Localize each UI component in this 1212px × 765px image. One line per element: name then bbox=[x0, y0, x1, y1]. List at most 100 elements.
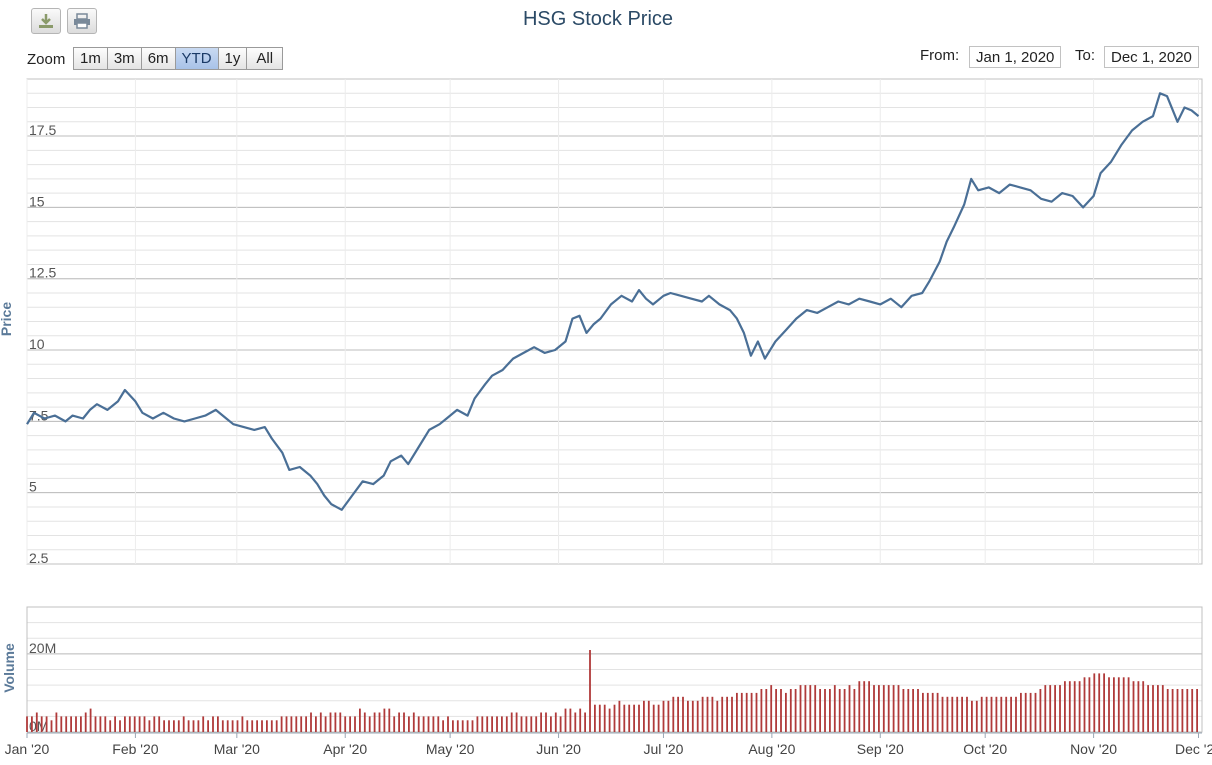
volume-bar bbox=[657, 704, 660, 732]
volume-bar bbox=[941, 696, 944, 732]
volume-bar bbox=[907, 689, 910, 732]
volume-bar bbox=[177, 720, 180, 732]
volume-bar bbox=[75, 716, 77, 732]
volume-bar bbox=[584, 712, 586, 732]
volume-bar bbox=[290, 716, 293, 732]
volume-bar bbox=[471, 720, 474, 732]
volume-bar bbox=[971, 700, 973, 733]
volume-bar bbox=[26, 716, 28, 732]
volume-bar bbox=[951, 696, 954, 732]
volume-bar bbox=[745, 692, 748, 732]
volume-bar bbox=[124, 716, 126, 732]
volume-bar bbox=[363, 712, 366, 732]
volume-bar bbox=[691, 700, 694, 733]
volume-bar bbox=[804, 685, 807, 732]
volume-bar bbox=[261, 720, 263, 732]
volume-bar bbox=[388, 708, 391, 732]
zoom-label: Zoom bbox=[27, 51, 66, 68]
volume-bar bbox=[496, 716, 498, 732]
zoom-all-button[interactable]: All bbox=[246, 47, 284, 70]
volume-bar bbox=[310, 712, 312, 732]
print-button[interactable] bbox=[67, 8, 97, 34]
volume-bar bbox=[505, 716, 508, 732]
volume-bar bbox=[119, 720, 121, 732]
volume-bar bbox=[1122, 677, 1125, 732]
volume-bar bbox=[491, 716, 493, 732]
zoom-ytd-button[interactable]: YTD bbox=[174, 47, 219, 70]
volume-bar bbox=[148, 720, 151, 732]
volume-bar bbox=[442, 720, 444, 732]
volume-bar bbox=[1171, 689, 1174, 732]
volume-bar bbox=[383, 708, 386, 732]
volume-tick-label: 0M bbox=[29, 718, 48, 734]
x-axis-label: Aug '20 bbox=[748, 741, 795, 757]
zoom-6m-button[interactable]: 6m bbox=[140, 47, 176, 70]
volume-bar bbox=[520, 716, 523, 732]
volume-bar bbox=[65, 716, 68, 732]
volume-bar bbox=[212, 716, 214, 732]
price-tick-label: 5 bbox=[29, 479, 37, 495]
volume-bar bbox=[711, 696, 714, 732]
volume-bar bbox=[667, 700, 670, 733]
volume-bar bbox=[858, 681, 861, 732]
volume-bar bbox=[902, 689, 905, 732]
zoom-1y-button[interactable]: 1y bbox=[217, 47, 248, 70]
volume-bar bbox=[80, 716, 82, 732]
volume-bar bbox=[285, 716, 288, 732]
volume-bar bbox=[633, 704, 635, 732]
volume-bar bbox=[437, 716, 440, 732]
volume-bar bbox=[677, 696, 679, 732]
volume-bar bbox=[770, 685, 773, 732]
volume-bar bbox=[1186, 689, 1189, 732]
volume-bar bbox=[187, 720, 190, 732]
volume-bar bbox=[623, 704, 626, 732]
volume-bar bbox=[334, 712, 337, 732]
volume-bar bbox=[564, 708, 567, 732]
volume-bar bbox=[682, 696, 684, 732]
zoom-buttons: 1m 3m 6m YTD 1y All bbox=[73, 47, 284, 70]
volume-bar bbox=[829, 689, 831, 732]
volume-bar bbox=[589, 650, 591, 732]
volume-bar bbox=[887, 685, 890, 732]
volume-bar bbox=[168, 720, 170, 732]
volume-bar bbox=[740, 692, 743, 732]
volume-bar bbox=[853, 689, 856, 732]
x-axis-label: Feb '20 bbox=[112, 741, 158, 757]
volume-bar bbox=[1068, 681, 1071, 732]
volume-bar bbox=[461, 720, 464, 732]
volume-bar bbox=[701, 696, 704, 732]
volume-bar bbox=[966, 696, 968, 732]
volume-bar bbox=[339, 712, 342, 732]
volume-bar bbox=[427, 716, 430, 732]
volume-bar bbox=[476, 716, 479, 732]
volume-bar bbox=[45, 716, 48, 732]
volume-bar bbox=[922, 692, 924, 732]
x-axis-label: Jul '20 bbox=[643, 741, 683, 757]
x-axis-label: Oct '20 bbox=[963, 741, 1007, 757]
volume-bar bbox=[569, 708, 572, 732]
volume-bar bbox=[1196, 689, 1198, 732]
to-date-input[interactable]: Dec 1, 2020 bbox=[1104, 46, 1199, 68]
volume-bar bbox=[995, 696, 998, 732]
volume-bar bbox=[721, 696, 724, 732]
download-button[interactable] bbox=[31, 8, 61, 34]
volume-bar bbox=[873, 685, 875, 732]
zoom-1m-button[interactable]: 1m bbox=[73, 47, 108, 70]
volume-bar bbox=[256, 720, 258, 732]
volume-bar bbox=[809, 685, 812, 732]
volume-bar bbox=[1161, 685, 1164, 732]
volume-bar bbox=[1010, 696, 1012, 732]
volume-bar bbox=[1157, 685, 1159, 732]
volume-bar bbox=[1142, 681, 1145, 732]
volume-bar bbox=[1020, 692, 1022, 732]
volume-bar bbox=[114, 716, 116, 732]
volume-bar bbox=[349, 716, 351, 732]
volume-bar bbox=[579, 708, 582, 732]
from-date-input[interactable]: Jan 1, 2020 bbox=[969, 46, 1062, 68]
volume-bar bbox=[662, 700, 665, 733]
volume-bar bbox=[1147, 685, 1149, 732]
volume-bar bbox=[931, 692, 934, 732]
volume-bar bbox=[466, 720, 469, 732]
volume-bar bbox=[1098, 673, 1101, 732]
x-axis-label: May '20 bbox=[426, 741, 475, 757]
